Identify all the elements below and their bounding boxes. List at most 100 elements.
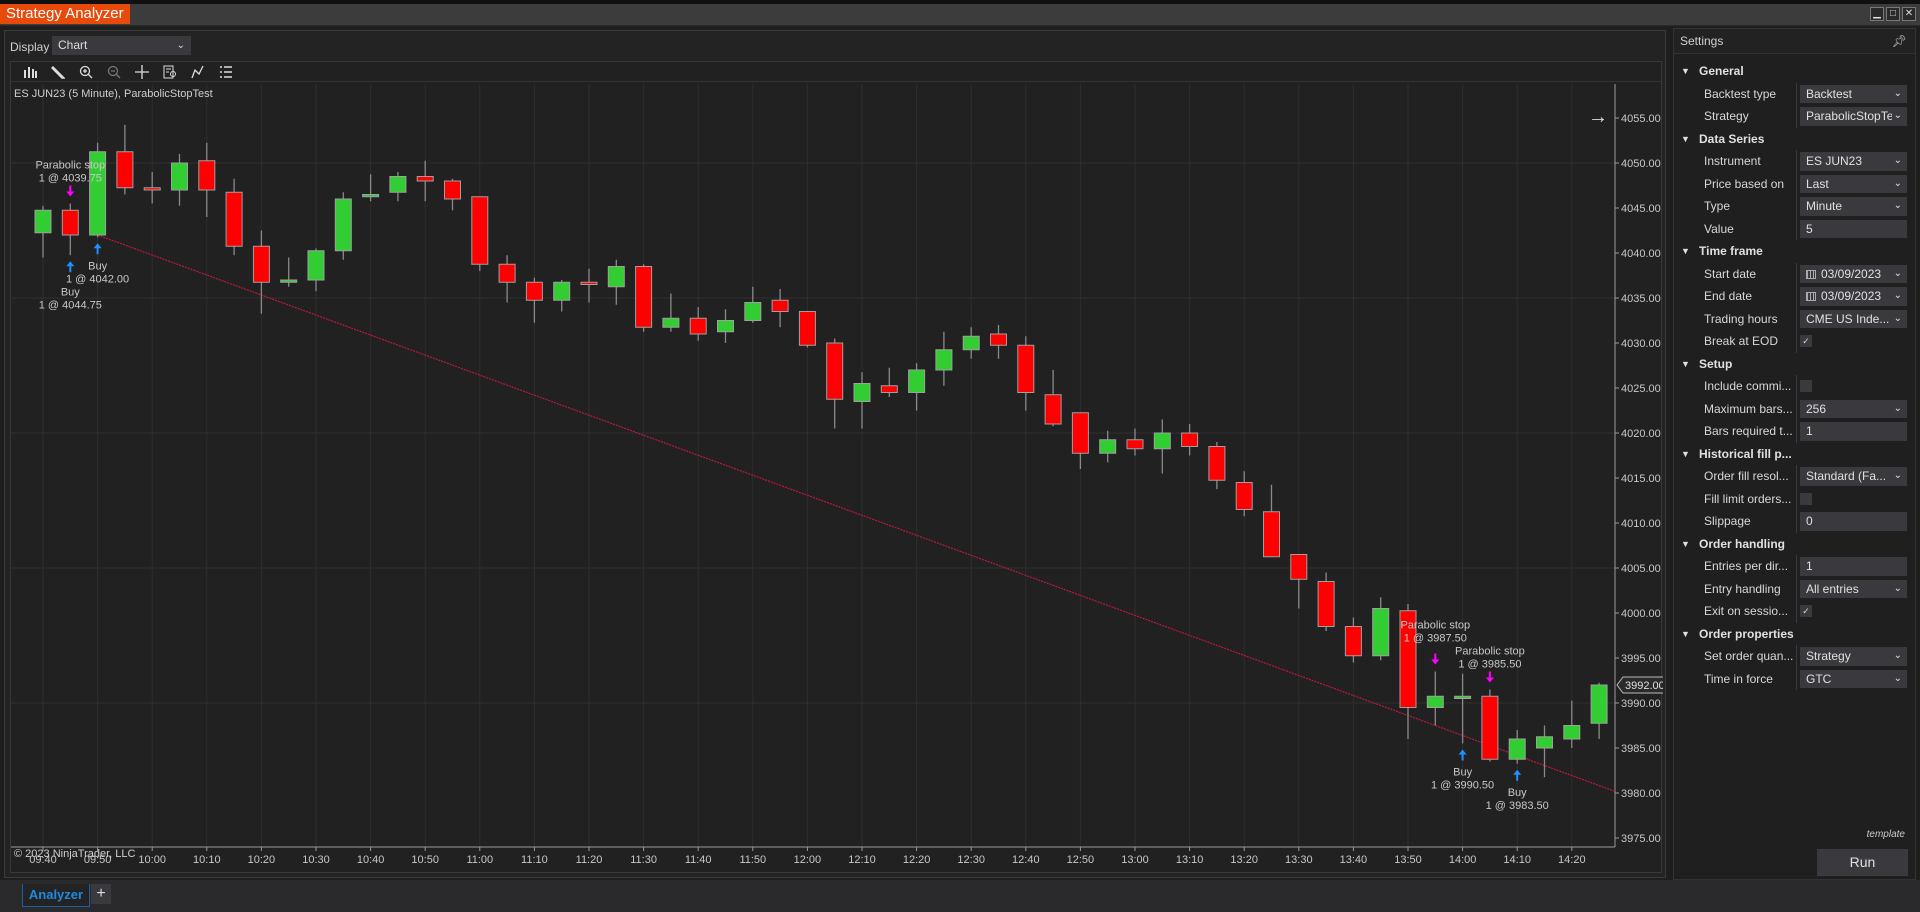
property-checkbox[interactable]: ✓ xyxy=(1800,335,1812,347)
candle-down xyxy=(771,299,789,312)
zoom-in-icon[interactable] xyxy=(77,63,95,81)
candle-up xyxy=(1372,608,1390,657)
collapse-triangle-icon[interactable]: ▼ xyxy=(1681,628,1690,639)
execution-label: Buy xyxy=(1453,767,1472,779)
price-tick-label: 4035.00 xyxy=(1621,293,1661,305)
section-time-frame[interactable]: ▼ Time frame xyxy=(1674,240,1915,263)
date-picker[interactable]: 03/09/2023 ⌄ xyxy=(1800,264,1907,283)
candle-up xyxy=(89,151,107,236)
property-value: Minute xyxy=(1806,199,1843,213)
exit-arrow-icon xyxy=(1485,671,1494,683)
candle-up xyxy=(1590,684,1608,724)
crosshair-icon[interactable] xyxy=(133,63,151,81)
divider xyxy=(1796,262,1797,285)
template-link[interactable]: template xyxy=(1866,829,1905,840)
property-label: Slippage xyxy=(1704,514,1751,528)
property-select[interactable]: Strategy ⌄ xyxy=(1800,647,1907,666)
time-tick-label: 11:10 xyxy=(521,854,548,866)
section-historical-fill-p-[interactable]: ▼ Historical fill p... xyxy=(1674,443,1915,466)
property-select[interactable]: Minute ⌄ xyxy=(1800,197,1907,216)
current-price-marker xyxy=(1616,676,1663,694)
scroll-to-latest-arrow-icon[interactable]: → xyxy=(1588,106,1608,128)
execution-label: Parabolic stop xyxy=(35,160,105,172)
execution-label: 1 @ 4039.75 xyxy=(39,173,102,185)
bottom-tab-bar: Analyzer + xyxy=(0,880,1920,912)
collapse-triangle-icon[interactable]: ▼ xyxy=(1681,538,1690,549)
run-button[interactable]: Run xyxy=(1817,849,1908,876)
collapse-triangle-icon[interactable]: ▼ xyxy=(1681,358,1690,369)
price-chart[interactable]: 3975.00 3980.00 3985.00 3990.00 3995.00 4000.… xyxy=(11,62,1663,874)
property-row: Maximum bars... 256 ⌄ xyxy=(1674,397,1915,420)
drawing-tool-icon[interactable] xyxy=(189,63,207,81)
zoom-out-icon[interactable] xyxy=(105,63,123,81)
property-input[interactable]: 1 xyxy=(1800,557,1907,576)
date-picker[interactable]: 03/09/2023 ⌄ xyxy=(1800,287,1907,306)
candle-up xyxy=(908,369,926,393)
property-label: Include commi... xyxy=(1704,379,1792,393)
divider xyxy=(1796,172,1797,195)
display-select[interactable]: Chart ⌄ xyxy=(52,36,191,55)
property-select[interactable]: Standard (Fa... ⌄ xyxy=(1800,467,1907,486)
property-checkbox[interactable]: ✓ xyxy=(1800,605,1812,617)
section-order-handling[interactable]: ▼ Order handling xyxy=(1674,533,1915,556)
chevron-down-icon: ⌄ xyxy=(1891,84,1902,103)
current-price-label: 3992.00 xyxy=(1625,680,1663,692)
data-box-icon[interactable] xyxy=(161,63,179,81)
time-tick-label: 13:30 xyxy=(1285,854,1313,866)
candle-down xyxy=(252,245,270,283)
property-select[interactable]: GTC ⌄ xyxy=(1800,669,1907,688)
property-select[interactable]: All entries ⌄ xyxy=(1800,579,1907,598)
execution-label: 1 @ 3990.50 xyxy=(1431,780,1494,792)
collapse-triangle-icon[interactable]: ▼ xyxy=(1681,133,1690,144)
chart-panel[interactable]: 3975.00 3980.00 3985.00 3990.00 3995.00 4000.… xyxy=(10,61,1669,909)
collapse-triangle-icon[interactable]: ▼ xyxy=(1681,246,1690,256)
price-tick-label: 4055.00 xyxy=(1621,113,1661,125)
property-select[interactable]: CME US Inde... ⌄ xyxy=(1800,309,1907,328)
property-row: Start date 03/09/2023 ⌄ xyxy=(1674,262,1915,285)
property-value: 1 xyxy=(1806,559,1813,573)
property-input[interactable]: 5 xyxy=(1800,219,1907,238)
property-label: Backtest type xyxy=(1704,86,1777,101)
chevron-down-icon: ⌄ xyxy=(1891,107,1902,126)
property-row: Time in force GTC ⌄ xyxy=(1674,667,1915,690)
section-data-series[interactable]: ▼ Data Series xyxy=(1674,128,1915,151)
properties-icon[interactable] xyxy=(217,63,235,81)
bar-type-icon[interactable] xyxy=(21,63,39,81)
display-label: Display xyxy=(10,40,50,54)
pencil-icon[interactable] xyxy=(49,63,67,81)
candle-down xyxy=(416,176,434,182)
candle-down xyxy=(1126,439,1144,450)
property-checkbox[interactable] xyxy=(1800,380,1812,392)
window-title: Strategy Analyzer xyxy=(0,4,130,24)
property-input[interactable]: 0 xyxy=(1800,512,1907,531)
price-tick-label: 4025.00 xyxy=(1621,383,1661,395)
collapse-triangle-icon[interactable]: ▼ xyxy=(1681,448,1690,459)
property-input[interactable]: 1 xyxy=(1800,422,1907,441)
section-general[interactable]: ▼ General xyxy=(1674,60,1915,83)
property-select[interactable]: Last ⌄ xyxy=(1800,174,1907,193)
property-select[interactable]: Backtest ⌄ xyxy=(1800,84,1907,103)
section-order-properties[interactable]: ▼ Order properties xyxy=(1674,623,1915,646)
collapse-triangle-icon[interactable]: ▼ xyxy=(1681,66,1690,76)
pin-icon[interactable]: 📌︎ xyxy=(1891,34,1907,48)
property-checkbox[interactable] xyxy=(1800,492,1812,505)
top-strip xyxy=(0,0,1920,4)
minimize-button[interactable]: ▁ xyxy=(1870,7,1884,21)
tab-analyzer[interactable]: Analyzer xyxy=(22,884,90,907)
property-select[interactable]: 256 ⌄ xyxy=(1800,399,1907,418)
add-tab-button[interactable]: + xyxy=(91,884,111,904)
property-select[interactable]: ParabolicStopTe ⌄ xyxy=(1800,107,1907,126)
chevron-down-icon: ⌄ xyxy=(1891,579,1902,598)
property-value: GTC xyxy=(1806,671,1832,686)
property-row: Price based on Last ⌄ xyxy=(1674,172,1915,195)
candle-up xyxy=(334,198,352,252)
property-select[interactable]: ES JUN23 ⌄ xyxy=(1800,152,1907,171)
divider xyxy=(1796,397,1797,420)
close-button[interactable]: ✕ xyxy=(1902,7,1916,21)
section-setup[interactable]: ▼ Setup xyxy=(1674,353,1915,376)
property-label: Entries per dir... xyxy=(1704,559,1789,573)
maximize-button[interactable]: □ xyxy=(1886,7,1900,21)
settings-grid: ▼ General Backtest type Backtest ⌄ Strategy Pa… xyxy=(1674,60,1915,690)
divider xyxy=(1796,577,1797,600)
property-label: Fill limit orders... xyxy=(1704,491,1792,506)
